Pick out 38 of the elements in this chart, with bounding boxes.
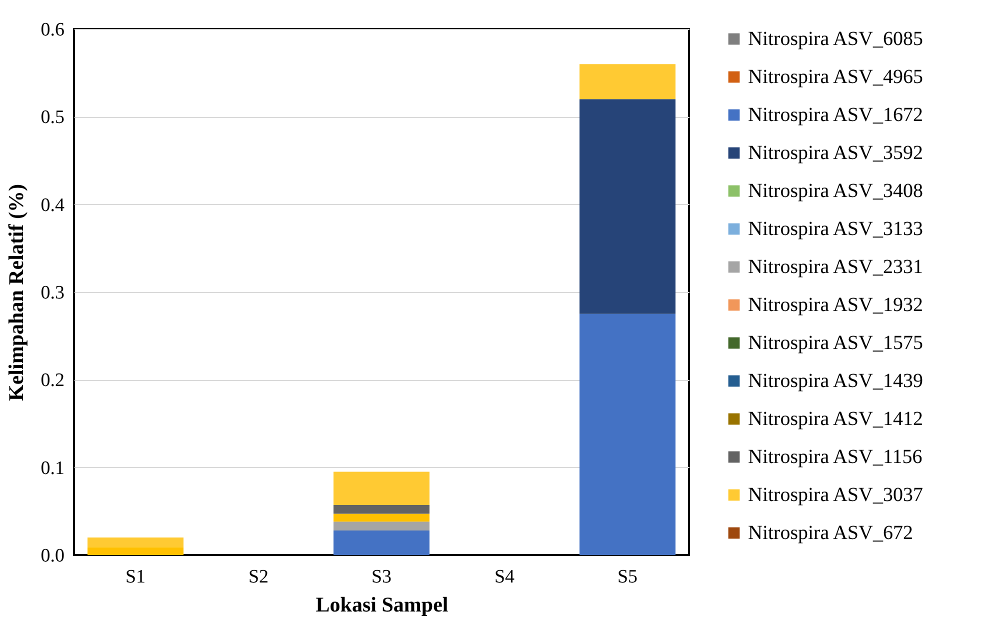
y-tick-label: 0.1 (40, 458, 64, 479)
legend-label: Nitrospira ASV_3037 (748, 484, 923, 506)
legend-label: Nitrospira ASV_1932 (748, 294, 923, 316)
legend-label: Nitrospira ASV_1672 (748, 104, 923, 126)
x-axis-title: Lokasi Sampel (316, 592, 448, 616)
legend-label: Nitrospira ASV_6085 (748, 28, 923, 50)
y-tick-label: 0.5 (40, 107, 64, 128)
legend-label: Nitrospira ASV_1412 (748, 408, 923, 430)
x-tick-label: S3 (371, 566, 392, 588)
legend-label: Nitrospira ASV_672 (748, 522, 913, 544)
bar (334, 472, 430, 506)
y-axis-title: Kelimpahan Relatif (%) (4, 184, 28, 401)
x-tick-label: S5 (617, 566, 638, 588)
bar (334, 514, 430, 522)
y-tick-label: 0.6 (40, 20, 64, 40)
legend-label: Nitrospira ASV_3133 (748, 218, 923, 240)
legend-label: Nitrospira ASV_1575 (748, 332, 923, 354)
bar (580, 314, 676, 555)
bar (88, 537, 184, 548)
bar (580, 64, 676, 100)
x-tick-label: S4 (494, 566, 516, 588)
y-tick-label: 0.4 (40, 194, 65, 216)
bar (334, 530, 430, 555)
bar (334, 522, 430, 530)
legend-label: Nitrospira ASV_3408 (748, 180, 923, 202)
legend-label: Nitrospira ASV_1156 (748, 446, 922, 468)
legend-label: Nitrospira ASV_1439 (748, 370, 923, 392)
y-tick-label: 0.3 (40, 282, 64, 304)
legend-label: Nitrospira ASV_3592 (748, 142, 923, 164)
y-tick-label: 0.0 (40, 546, 64, 566)
legend-label: Nitrospira ASV_2331 (748, 256, 923, 278)
x-tick-label: S1 (125, 566, 146, 588)
y-tick-label: 0.2 (40, 370, 64, 392)
bar (334, 505, 430, 514)
legend-label: Nitrospira ASV_4965 (748, 66, 923, 88)
x-tick-label: S2 (248, 566, 269, 588)
bar (580, 99, 676, 314)
bar (88, 547, 184, 555)
